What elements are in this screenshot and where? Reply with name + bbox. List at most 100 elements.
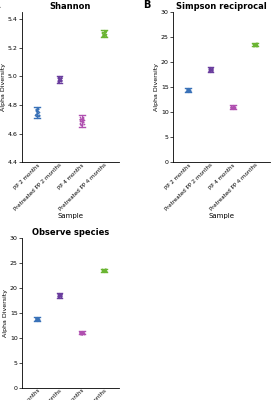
- Point: [34, 111, 38, 118]
- Point: [185, 88, 189, 94]
- Point: [208, 66, 212, 72]
- Point: [103, 268, 107, 274]
- Y-axis label: Alpha Diversity: Alpha Diversity: [155, 63, 159, 111]
- Point: [232, 104, 236, 111]
- Point: [254, 42, 258, 48]
- Point: [35, 112, 40, 118]
- Point: [101, 268, 106, 274]
- Point: [56, 291, 60, 298]
- Point: [81, 329, 85, 335]
- Point: [252, 41, 257, 47]
- Point: [33, 316, 38, 322]
- Point: [78, 329, 82, 336]
- Point: [252, 42, 257, 48]
- Point: [100, 32, 105, 38]
- Point: [81, 330, 85, 336]
- Point: [37, 317, 41, 323]
- Point: [80, 329, 84, 335]
- Point: [80, 115, 84, 122]
- Point: [187, 86, 192, 92]
- Point: [56, 75, 60, 81]
- Point: [35, 106, 39, 112]
- Point: [34, 316, 38, 323]
- Point: [232, 103, 236, 109]
- Point: [80, 330, 85, 336]
- Point: [252, 42, 256, 48]
- Point: [209, 67, 214, 73]
- Point: [37, 112, 41, 118]
- Point: [102, 32, 106, 38]
- Point: [100, 267, 104, 273]
- Point: [59, 75, 64, 81]
- Point: [229, 105, 233, 112]
- Point: [34, 105, 38, 112]
- Point: [78, 121, 82, 128]
- Point: [186, 88, 191, 94]
- Point: [79, 330, 83, 336]
- Point: [229, 105, 233, 111]
- Point: [35, 106, 40, 112]
- Point: [184, 88, 189, 94]
- Point: [79, 330, 84, 337]
- Point: [78, 116, 82, 122]
- Point: [231, 104, 235, 110]
- Point: [103, 32, 107, 38]
- Point: [102, 28, 107, 34]
- Point: [103, 33, 108, 39]
- Point: [78, 116, 82, 123]
- Point: [37, 316, 41, 322]
- Point: [252, 42, 257, 48]
- Point: [232, 104, 236, 110]
- Point: [102, 30, 106, 37]
- Point: [252, 42, 256, 48]
- Point: [34, 107, 38, 113]
- Point: [103, 266, 108, 273]
- Point: [207, 66, 211, 72]
- Point: [186, 86, 191, 93]
- Point: [232, 103, 237, 110]
- Point: [103, 266, 108, 272]
- Point: [35, 316, 40, 322]
- Point: [102, 31, 106, 38]
- Point: [34, 317, 38, 323]
- Point: [81, 117, 86, 124]
- Point: [210, 68, 214, 74]
- Point: [79, 120, 84, 127]
- Point: [102, 267, 106, 274]
- Point: [59, 293, 63, 299]
- Point: [254, 42, 259, 49]
- Point: [59, 78, 63, 85]
- Point: [78, 122, 83, 128]
- Point: [57, 78, 61, 84]
- Point: [55, 293, 60, 299]
- Point: [103, 268, 107, 274]
- Point: [102, 266, 107, 273]
- Point: [81, 119, 85, 125]
- Point: [188, 88, 192, 94]
- Point: [102, 31, 106, 38]
- Point: [59, 77, 63, 84]
- Point: [57, 77, 62, 83]
- Point: [208, 66, 212, 72]
- Point: [79, 122, 83, 128]
- Point: [101, 31, 105, 38]
- Point: [207, 67, 211, 74]
- Point: [102, 266, 107, 273]
- Point: [37, 316, 41, 323]
- Point: [35, 314, 40, 321]
- Point: [56, 294, 61, 300]
- Point: [184, 88, 189, 94]
- Point: [57, 292, 61, 298]
- Point: [100, 30, 104, 36]
- Point: [57, 293, 61, 299]
- Point: [231, 104, 236, 110]
- Point: [102, 29, 107, 36]
- Point: [58, 75, 62, 82]
- Point: [36, 110, 40, 116]
- Point: [187, 87, 191, 94]
- Point: [209, 67, 213, 74]
- Point: [81, 120, 86, 127]
- Point: [57, 77, 61, 84]
- Point: [253, 42, 257, 48]
- Point: [210, 65, 214, 71]
